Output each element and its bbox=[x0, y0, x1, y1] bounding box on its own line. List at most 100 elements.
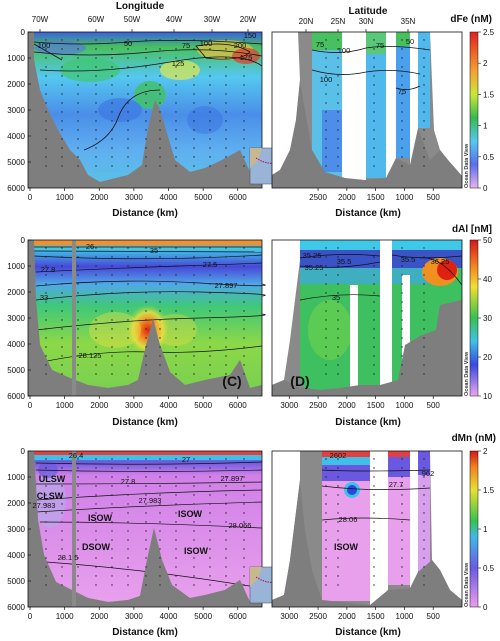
station-dot bbox=[77, 319, 79, 321]
distance-axis-title: Distance (km) bbox=[335, 208, 401, 219]
distance-tick-label: 2000 bbox=[90, 612, 108, 621]
station-dot bbox=[111, 111, 113, 113]
station-dot bbox=[61, 373, 63, 375]
station-dot bbox=[373, 566, 375, 568]
water-mass-labels: ULSW CLSW ISOW ISOW DSOW ISOW bbox=[37, 474, 209, 556]
station-dot bbox=[61, 355, 63, 357]
station-dot bbox=[45, 247, 47, 249]
colorbar-tick-label: 1.5 bbox=[483, 486, 495, 495]
station-dot bbox=[325, 557, 327, 559]
station-dot bbox=[159, 247, 161, 249]
station-dot bbox=[423, 364, 425, 366]
station-dot bbox=[225, 319, 227, 321]
station-dot bbox=[225, 566, 227, 568]
station-dot bbox=[373, 147, 375, 149]
station-dot bbox=[337, 494, 339, 496]
station-dot bbox=[209, 147, 211, 149]
station-dot bbox=[77, 539, 79, 541]
station-dot bbox=[175, 84, 177, 86]
station-dot bbox=[175, 467, 177, 469]
station-dot bbox=[145, 102, 147, 104]
station-dot bbox=[111, 346, 113, 348]
station-dot bbox=[373, 129, 375, 131]
station-dot bbox=[209, 530, 211, 532]
station-dot bbox=[193, 503, 195, 505]
station-dot bbox=[95, 57, 97, 59]
station-dot bbox=[77, 458, 79, 460]
station-dot bbox=[175, 93, 177, 95]
station-dot bbox=[401, 147, 403, 149]
station-dot bbox=[193, 310, 195, 312]
depth-tick-label: 1000 bbox=[7, 262, 25, 271]
station-dot bbox=[159, 364, 161, 366]
distance-tick-label: 1000 bbox=[56, 612, 74, 621]
station-dot bbox=[77, 476, 79, 478]
station-dot bbox=[401, 310, 403, 312]
station-dot bbox=[243, 467, 245, 469]
station-dot bbox=[325, 147, 327, 149]
station-dot bbox=[111, 503, 113, 505]
station-dot bbox=[243, 557, 245, 559]
station-dot bbox=[225, 364, 227, 366]
depth-tick-label: 3000 bbox=[7, 314, 25, 323]
station-dot bbox=[401, 129, 403, 131]
distance-tick-labels: 3000 2500 2000 1500 1000 500 bbox=[280, 607, 440, 621]
station-dot bbox=[401, 467, 403, 469]
station-dot bbox=[337, 548, 339, 550]
contour-label: 28.066 bbox=[229, 521, 252, 530]
station-dot bbox=[61, 521, 63, 523]
colorbar-tick-label: 2 bbox=[483, 59, 488, 68]
station-dot bbox=[209, 557, 211, 559]
station-dot bbox=[77, 292, 79, 294]
station-dot bbox=[337, 328, 339, 330]
station-dot bbox=[209, 283, 211, 285]
station-dot bbox=[45, 467, 47, 469]
station-dot bbox=[45, 39, 47, 41]
distance-tick-label: 2500 bbox=[309, 401, 327, 410]
station-dot bbox=[159, 147, 161, 149]
station-dot bbox=[145, 319, 147, 321]
station-dot bbox=[337, 66, 339, 68]
station-dot bbox=[193, 476, 195, 478]
station-dot bbox=[423, 310, 425, 312]
station-dot bbox=[45, 319, 47, 321]
station-dot bbox=[175, 485, 177, 487]
station-dot bbox=[175, 129, 177, 131]
station-dot bbox=[401, 57, 403, 59]
station-dot bbox=[61, 548, 63, 550]
station-dot bbox=[423, 129, 425, 131]
station-dot bbox=[337, 138, 339, 140]
station-dot bbox=[423, 265, 425, 267]
station-dot bbox=[159, 494, 161, 496]
distance-tick-label: 1000 bbox=[396, 193, 414, 202]
station-dot bbox=[145, 548, 147, 550]
distance-tick-label: 500 bbox=[427, 401, 441, 410]
station-dot bbox=[209, 319, 211, 321]
station-dot bbox=[145, 328, 147, 330]
station-dot bbox=[209, 102, 211, 104]
station-dot bbox=[45, 57, 47, 59]
station-dot bbox=[61, 48, 63, 50]
station-dot bbox=[243, 48, 245, 50]
station-dot bbox=[401, 283, 403, 285]
station-dot bbox=[373, 337, 375, 339]
station-dot bbox=[127, 39, 129, 41]
station-dot bbox=[423, 75, 425, 77]
station-dot bbox=[209, 75, 211, 77]
colorbar-tick-label: 1 bbox=[483, 122, 488, 131]
contour-labels: 26 27.5 27.8 27.897 28.125 35 33 bbox=[40, 242, 238, 360]
station-dot bbox=[225, 494, 227, 496]
station-dot bbox=[423, 575, 425, 577]
station-dot bbox=[243, 584, 245, 586]
station-dot bbox=[423, 283, 425, 285]
station-dot bbox=[127, 283, 129, 285]
water-mass-label: CLSW bbox=[37, 491, 64, 501]
station-dot bbox=[193, 355, 195, 357]
station-dot bbox=[337, 467, 339, 469]
station-dot bbox=[77, 584, 79, 586]
colorbar-tick-label: 40 bbox=[483, 275, 492, 284]
station-dot bbox=[127, 364, 129, 366]
depth-tick-label: 6000 bbox=[7, 184, 25, 193]
station-dot bbox=[209, 364, 211, 366]
station-dot bbox=[209, 355, 211, 357]
